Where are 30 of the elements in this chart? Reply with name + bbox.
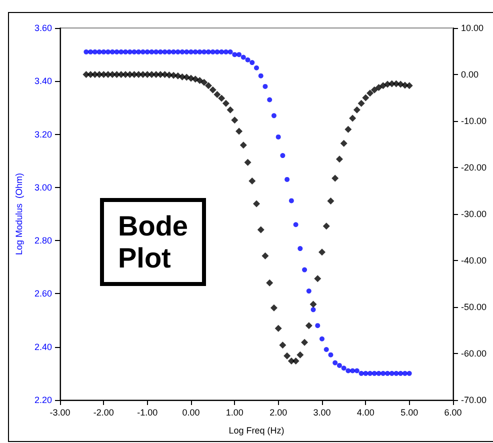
y-tick-label: 3.20 bbox=[34, 129, 52, 140]
x-tick-label: -3.00 bbox=[50, 408, 70, 418]
y2-tick-label: -70.00 bbox=[461, 395, 487, 405]
y2-tick-label: -50.00 bbox=[461, 302, 487, 312]
y-tick-label: 3.00 bbox=[34, 182, 52, 192]
y-tick-label: 2.80 bbox=[34, 236, 52, 246]
y2-tick-label: -40.00 bbox=[461, 256, 487, 266]
y-tick-label: 3.40 bbox=[34, 76, 52, 86]
y2-tick-label: -20.00 bbox=[461, 162, 487, 172]
y-tick-label: 3.60 bbox=[34, 23, 52, 33]
y-tick-label: 2.60 bbox=[34, 288, 52, 299]
x-tick-label: 4.00 bbox=[356, 408, 374, 418]
x-tick-label: 3.00 bbox=[313, 408, 331, 418]
x-tick-label: -1.00 bbox=[137, 408, 158, 418]
y-axis-title: Log Modulus (Ohm) bbox=[14, 172, 24, 256]
x-tick-label: 1.00 bbox=[226, 408, 244, 418]
x-tick-label: 6.00 bbox=[444, 408, 462, 418]
annotation: Bode Plot bbox=[118, 210, 188, 274]
y2-tick-label: -10.00 bbox=[461, 116, 487, 126]
x-tick-label: 2.00 bbox=[270, 408, 288, 418]
y-tick-label: 2.20 bbox=[34, 395, 52, 405]
y2-tick-label: -60.00 bbox=[461, 348, 487, 358]
y2-tick-label: 0.00 bbox=[461, 70, 479, 80]
y2-tick-label: -30.00 bbox=[461, 209, 487, 219]
y2-tick-label: 10.00 bbox=[461, 23, 484, 33]
x-tick-label: 0.00 bbox=[182, 408, 200, 418]
y-tick-label: 2.40 bbox=[34, 342, 52, 352]
x-tick-label: 5.00 bbox=[400, 408, 418, 418]
x-tick-label: -2.00 bbox=[93, 408, 114, 418]
x-axis-title: Log Freq (Hz) bbox=[228, 426, 284, 436]
